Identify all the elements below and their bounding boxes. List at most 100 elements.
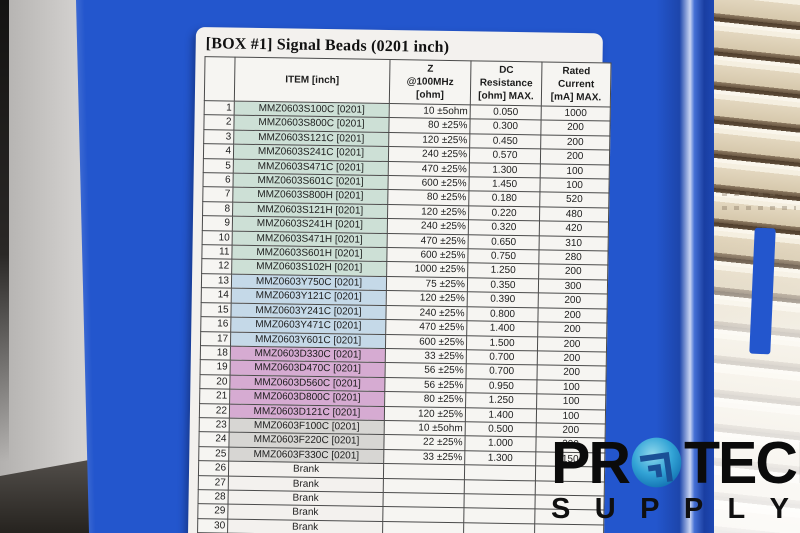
dc-resistance-cell: 0.570 <box>469 148 541 164</box>
impedance-cell <box>383 478 465 494</box>
dc-resistance-cell: 0.950 <box>465 378 538 395</box>
dc-resistance-cell: 1.300 <box>469 162 541 178</box>
impedance-cell: 10 ±5ohm <box>389 103 471 120</box>
dc-resistance-cell: 0.650 <box>468 234 540 250</box>
row-number: 30 <box>197 518 228 533</box>
dc-resistance-cell: 0.050 <box>470 104 542 121</box>
dc-resistance-cell: 0.320 <box>468 220 540 236</box>
row-number: 15 <box>200 302 232 318</box>
impedance-cell: 120 ±25% <box>388 132 470 149</box>
impedance-cell: 56 ±25% <box>384 377 467 393</box>
row-number: 18 <box>200 345 231 361</box>
row-number: 3 <box>203 129 234 145</box>
impedance-cell: 10 ±5ohm <box>384 420 466 437</box>
impedance-cell <box>382 492 465 509</box>
dc-resistance-cell: 1.450 <box>468 176 541 193</box>
row-number: 14 <box>201 287 232 303</box>
impedance-cell: 22 ±25% <box>383 434 466 451</box>
row-number: 28 <box>198 489 229 505</box>
watermark-line1: PR TECH <box>551 429 800 496</box>
rated-current-cell: 200 <box>540 134 610 151</box>
row-number: 10 <box>202 230 233 246</box>
row-number: 1 <box>204 100 235 116</box>
rated-current-cell: 100 <box>536 408 606 424</box>
impedance-cell: 470 ±25% <box>387 233 469 249</box>
reel-stamp-marks <box>722 192 796 226</box>
row-number: 24 <box>198 431 230 447</box>
row-number: 9 <box>202 215 233 231</box>
dc-resistance-cell: 1.250 <box>467 263 539 279</box>
dc-resistance-cell <box>464 464 536 481</box>
dc-resistance-cell: 0.800 <box>466 306 539 323</box>
watermark-tech: TECH <box>683 429 800 496</box>
dc-resistance-cell: 1.000 <box>464 436 537 452</box>
impedance-cell: 120 ±25% <box>387 204 469 221</box>
row-number: 11 <box>201 244 233 260</box>
rated-current-cell: 520 <box>539 192 609 208</box>
dc-resistance-cell: 0.300 <box>469 119 542 135</box>
rated-current-cell: 100 <box>536 379 606 396</box>
dc-resistance-cell: 1.300 <box>464 450 536 467</box>
row-number: 26 <box>198 460 229 476</box>
dc-resistance-cell <box>463 522 535 533</box>
watermark-pr: PR <box>551 429 631 496</box>
row-number: 19 <box>200 359 231 375</box>
impedance-cell: 120 ±25% <box>384 406 466 422</box>
header-row-number <box>204 56 236 102</box>
row-number: 8 <box>202 201 233 217</box>
header-dc-resistance: DC Resistance [ohm] MAX. <box>470 60 542 106</box>
item-cell: Brank <box>227 518 383 533</box>
dc-resistance-cell: 0.180 <box>468 191 540 207</box>
row-number: 21 <box>199 388 230 404</box>
rated-current-cell: 200 <box>538 264 608 280</box>
rated-current-cell: 310 <box>539 235 609 252</box>
rated-current-cell: 420 <box>539 221 609 237</box>
rated-current-cell: 480 <box>539 206 609 223</box>
dc-resistance-cell: 1.250 <box>465 392 537 409</box>
rated-current-cell: 200 <box>537 350 607 367</box>
row-number: 7 <box>202 187 233 202</box>
rated-current-cell: 100 <box>536 394 606 410</box>
rated-current-cell: 100 <box>540 163 610 180</box>
watermark-supply-letter: Y <box>769 493 789 525</box>
impedance-cell <box>382 506 464 523</box>
rated-current-cell: 200 <box>540 120 611 136</box>
rated-current-cell: 200 <box>537 336 607 352</box>
impedance-cell: 120 ±25% <box>386 290 468 307</box>
rated-current-cell: 1000 <box>541 105 611 122</box>
impedance-cell: 470 ±25% <box>388 161 470 177</box>
dc-resistance-cell: 0.700 <box>466 349 538 366</box>
impedance-cell: 75 ±25% <box>386 276 468 293</box>
dc-resistance-cell: 0.390 <box>467 292 539 308</box>
dc-resistance-cell: 0.700 <box>466 364 538 380</box>
impedance-cell: 600 ±25% <box>386 247 469 264</box>
parts-table-body: 1 MMZ0603S100C [0201] 10 ±5ohm 0.050 1000 2 MM… <box>197 100 611 533</box>
shadow-edge <box>0 0 9 462</box>
impedance-cell: 240 ±25% <box>387 218 469 235</box>
impedance-cell: 600 ±25% <box>387 175 470 192</box>
impedance-cell <box>383 463 465 480</box>
impedance-cell: 56 ±25% <box>385 362 467 379</box>
dc-resistance-cell: 0.750 <box>467 248 540 265</box>
rated-current-cell: 200 <box>538 293 608 309</box>
dc-resistance-cell: 0.450 <box>469 133 541 150</box>
row-number: 22 <box>199 403 230 419</box>
watermark-supply-letter: L <box>727 493 746 525</box>
dc-resistance-cell: 0.350 <box>467 277 539 294</box>
rated-current-cell: 100 <box>539 177 610 194</box>
dc-resistance-cell: 0.500 <box>465 421 537 438</box>
row-number: 23 <box>199 417 230 433</box>
dc-resistance-cell <box>463 493 536 510</box>
dc-resistance-cell <box>463 508 535 524</box>
row-number: 25 <box>198 446 229 462</box>
impedance-cell: 80 ±25% <box>388 117 471 134</box>
header-item: ITEM [inch] <box>234 57 391 104</box>
rated-current-cell: 280 <box>538 249 609 266</box>
impedance-cell: 1000 ±25% <box>386 261 468 278</box>
watermark-supply-letter: P <box>640 493 660 525</box>
impedance-cell: 33 ±25% <box>385 348 467 365</box>
impedance-cell: 80 ±25% <box>387 189 469 206</box>
row-number: 16 <box>200 316 231 332</box>
